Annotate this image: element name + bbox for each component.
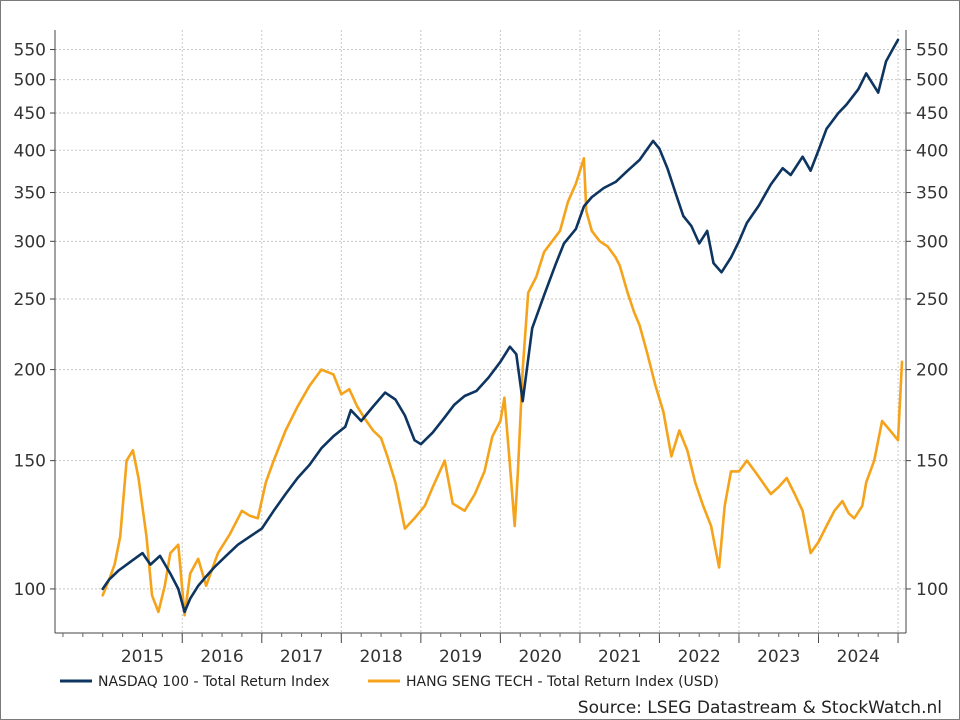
y-tick-label-left: 550 — [14, 41, 46, 61]
y-axis-right: 100 150 200 250 300 350 400 450 500 550 — [906, 41, 948, 600]
x-tick-label: 2019 — [439, 647, 482, 667]
y-tick-label-right: 250 — [916, 290, 948, 310]
x-tick-label: 2018 — [359, 647, 402, 667]
y-tick-label-right: 200 — [916, 361, 948, 381]
legend-label-nasdaq: NASDAQ 100 - Total Return Index — [98, 674, 330, 690]
y-tick-label-left: 250 — [14, 290, 46, 310]
y-tick-label-left: 400 — [14, 141, 46, 161]
x-tick-label: 2021 — [598, 647, 641, 667]
legend-label-hang-seng: HANG SENG TECH - Total Return Index (USD… — [406, 674, 719, 690]
x-tick-label: 2022 — [678, 647, 721, 667]
y-tick-label-right: 400 — [916, 141, 948, 161]
y-tick-label-left: 500 — [14, 71, 46, 91]
legend: NASDAQ 100 - Total Return Index HANG SEN… — [60, 674, 719, 690]
y-tick-label-right: 450 — [916, 104, 948, 124]
y-tick-label-left: 150 — [14, 452, 46, 472]
y-tick-label-left: 300 — [14, 232, 46, 252]
x-tick-label: 2023 — [757, 647, 800, 667]
series-lines — [101, 38, 904, 617]
source-note: Source: LSEG Datastream & StockWatch.nl — [578, 698, 942, 718]
series-line-nasdaq — [101, 38, 900, 614]
y-tick-label-right: 500 — [916, 71, 948, 91]
x-axis: 2015 2016 2017 2018 2019 2020 2021 2022 2023 2024 — [62, 633, 899, 667]
y-axis-left: 100 150 200 250 300 350 400 450 500 550 — [14, 41, 55, 600]
y-tick-label-right: 100 — [916, 580, 948, 600]
y-tick-label-right: 300 — [916, 232, 948, 252]
y-tick-label-right: 350 — [916, 184, 948, 204]
y-tick-label-right: 550 — [916, 41, 948, 61]
x-tick-label: 2015 — [121, 647, 164, 667]
x-tick-label: 2017 — [280, 647, 323, 667]
y-tick-label-left: 350 — [14, 184, 46, 204]
x-tick-label: 2024 — [837, 647, 880, 667]
y-tick-label-right: 150 — [916, 452, 948, 472]
y-tick-label-left: 100 — [14, 580, 46, 600]
x-tick-label: 2020 — [519, 647, 562, 667]
y-tick-label-left: 200 — [14, 361, 46, 381]
grid — [55, 30, 906, 633]
x-tick-label: 2016 — [200, 647, 243, 667]
y-tick-label-left: 450 — [14, 104, 46, 124]
series-line-hang-seng — [101, 157, 904, 617]
